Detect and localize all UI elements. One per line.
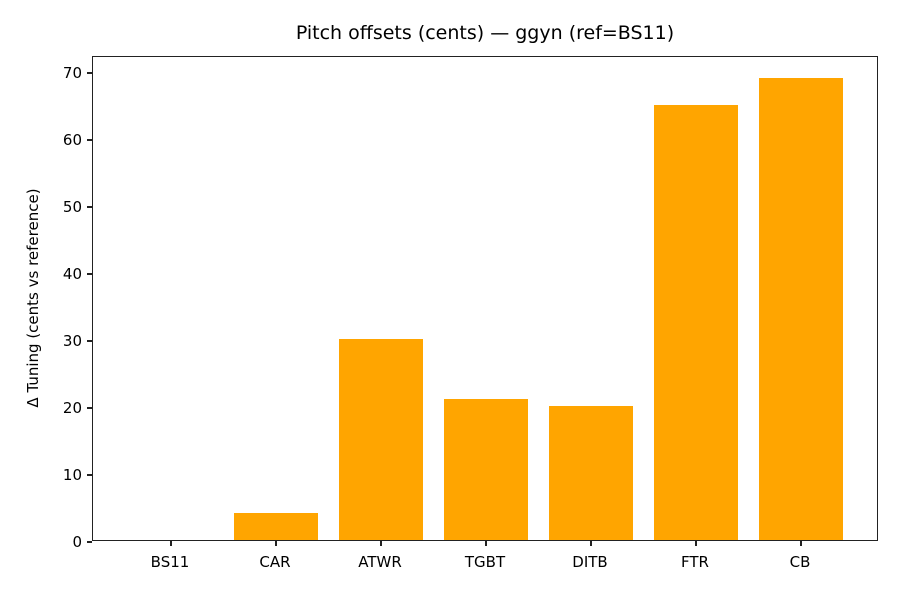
y-tick: [87, 340, 92, 342]
y-tick-label: 20: [62, 399, 82, 418]
y-tick: [87, 474, 92, 476]
y-tick: [87, 407, 92, 409]
bar-atwr: [339, 339, 423, 540]
x-tick-label: CB: [789, 553, 811, 571]
bar-ditb: [549, 406, 633, 540]
y-tick-label: 30: [62, 332, 82, 351]
y-tick: [87, 273, 92, 275]
x-tick: [485, 541, 487, 546]
y-tick: [87, 541, 92, 543]
plot-area: 0 10 20 30 40 50 60 70: [63, 56, 878, 551]
x-tick: [695, 541, 697, 546]
y-axis-label: Δ Tuning (cents vs reference): [24, 188, 42, 408]
x-tick-label: CAR: [259, 553, 291, 571]
y-tick: [87, 139, 92, 141]
bar-tgbt: [444, 399, 528, 540]
y-tick-label: 60: [62, 131, 82, 150]
x-tick-label: ATWR: [358, 553, 402, 571]
y-tick: [87, 72, 92, 74]
x-tick-label: BS11: [150, 553, 190, 571]
y-tick-label: 50: [62, 198, 82, 217]
x-tick: [380, 541, 382, 546]
y-tick-label: 0: [72, 533, 82, 551]
x-tick: [170, 541, 172, 546]
bar-cb: [759, 77, 843, 540]
x-tick: [275, 541, 277, 546]
y-tick-label: 70: [62, 64, 82, 83]
y-tick-label: 10: [62, 466, 82, 484]
x-tick: [590, 541, 592, 546]
x-tick-label: DITB: [572, 553, 608, 571]
x-tick-label: TGBT: [464, 553, 506, 571]
chart-title: Pitch offsets (cents) — ggyn (ref=BS11): [295, 22, 675, 44]
bar-car: [234, 513, 318, 540]
y-tick-label: 40: [62, 265, 82, 284]
x-tick: [800, 541, 802, 546]
bar-ftr: [654, 104, 738, 540]
y-tick: [87, 206, 92, 208]
x-tick-label: FTR: [681, 553, 709, 571]
